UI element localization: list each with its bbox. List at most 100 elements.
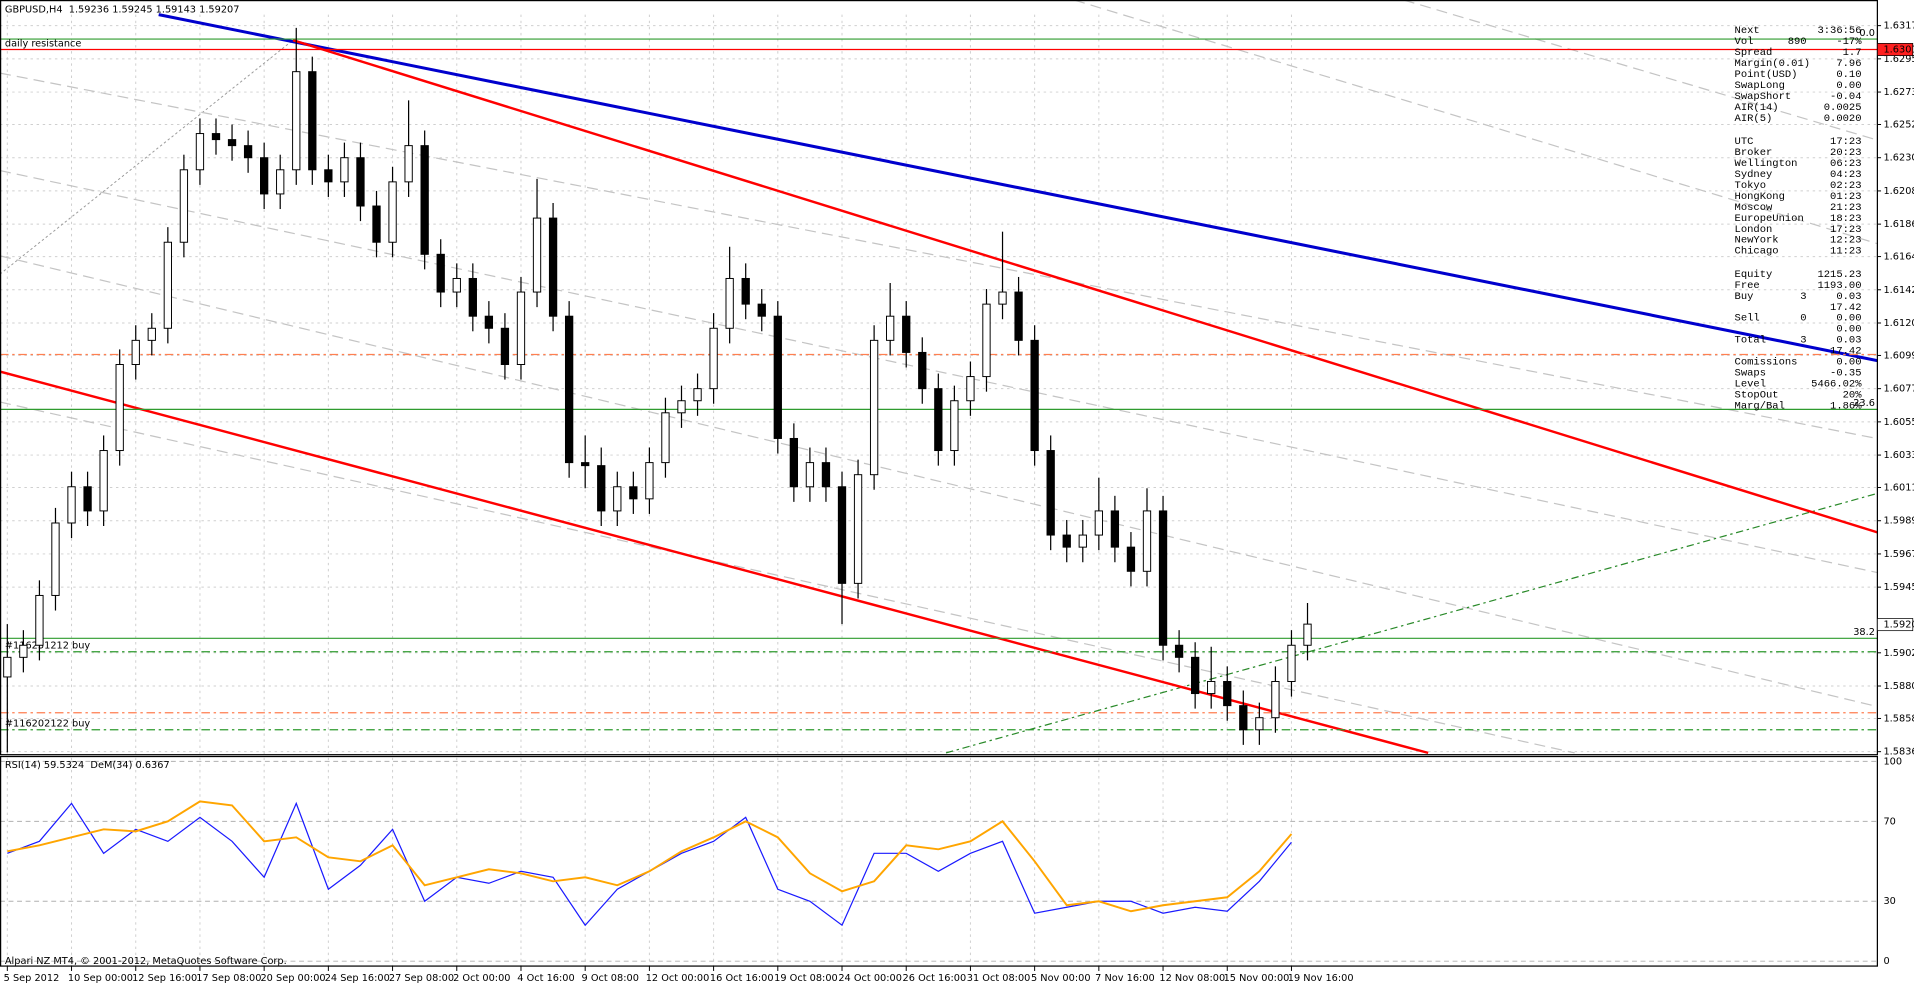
candle-body [99,450,108,512]
candle-body [613,486,622,512]
info-count: 890 [1788,36,1807,48]
info-count: 3 [1800,335,1806,347]
candle-body [1303,623,1312,646]
info-label: NewYork [1735,235,1779,247]
info-label: Comissions [1735,357,1798,369]
candle-body [548,217,558,317]
candle-body [597,465,606,512]
y-tick-label: 1.58800 [1883,681,1914,692]
candle-body [869,339,879,476]
info-value: 0.00 [1836,357,1861,369]
y-tick-label: 1.63175 [1883,21,1914,32]
info-label: Buy [1735,291,1754,303]
info-value: 0.03 [1836,291,1861,303]
price-marker [1877,43,1914,56]
x-tick-label: 7 Nov 16:00 [1095,973,1155,984]
info-value: 1.86% [1830,400,1862,412]
y-tick-label: 1.61860 [1883,219,1914,230]
chart-frame [0,0,1878,756]
candle-body [1207,680,1216,695]
candle-body [1287,644,1296,682]
x-tick-label: 10 Sep 00:00 [68,973,133,984]
candle-body [1142,510,1152,572]
candle-body [67,486,76,524]
info-value: 1193.00 [1817,280,1861,292]
info-value: -17% [1836,36,1862,48]
info-value: 01:23 [1830,191,1861,203]
y-tick-label: 0 [1883,956,1889,967]
info-label: EuropeUnion [1735,213,1804,225]
info-label: Point(USD) [1735,69,1798,81]
candle-body [35,594,44,646]
x-tick-label: 26 Oct 16:00 [903,973,967,984]
info-label: Swaps [1735,368,1766,380]
candle-body [292,71,301,171]
candle-body [564,315,574,464]
x-tick-label: 19 Oct 08:00 [774,973,838,984]
candle-body [934,388,943,452]
candle-body [260,157,269,195]
y-tick-label: 1.59895 [1883,516,1914,527]
info-value: 20% [1843,389,1863,401]
channel-line [0,72,1878,440]
indicator-plot [0,760,1878,962]
candle-body [1174,644,1184,658]
info-count: 3 [1800,291,1806,303]
candle-body [629,486,638,500]
y-tick-label: 1.62735 [1883,87,1914,98]
candle-body [677,400,686,414]
x-tick-label: 2 Oct 00:00 [453,973,510,984]
info-value: 17.42 [1830,302,1861,314]
info-value: 02:23 [1830,180,1861,192]
candle-body [468,277,477,317]
info-label: HongKong [1735,191,1785,203]
candle-body [516,291,526,365]
candle-body [147,327,156,341]
candle-body [950,400,959,452]
candle-body [163,241,172,329]
axes: GBPUSD,H4 1.59236 1.59245 1.59143 1.5920… [4,5,1914,984]
y-tick-label: 1.59455 [1883,582,1914,593]
y-tick-label: 1.60550 [1883,417,1914,428]
candle-body [837,486,847,584]
info-value: 0.0020 [1824,113,1862,125]
y-tick-label: 1.61645 [1883,252,1914,263]
candle-body [1271,680,1280,719]
price-marker-label: 1.63017 [1883,44,1914,55]
info-value: 17.42 [1830,346,1861,358]
info-label: Level [1735,379,1766,391]
info-value: 7.96 [1836,58,1861,70]
info-value: 12:23 [1830,235,1861,247]
candle-body [372,205,381,243]
info-value: 0.10 [1836,69,1861,81]
info-value: 04:23 [1830,169,1861,181]
channel-line [1403,0,1878,141]
candle-body [1223,680,1232,707]
y-tick-label: 100 [1883,756,1902,767]
x-tick-label: 17 Sep 08:00 [196,973,261,984]
info-value: -0.04 [1830,91,1861,103]
x-tick-label: 27 Sep 08:00 [389,973,454,984]
info-label: Margin(0.01) [1735,58,1810,70]
candle-body [308,71,317,171]
price-marker-label: 1.59207 [1883,620,1914,631]
y-tick-label: 1.60115 [1883,483,1914,494]
candle-body [1078,534,1087,548]
candle-body [1062,534,1071,548]
info-value: 3:36:56 [1817,25,1861,37]
candle-body [1239,705,1248,731]
level-label: 23.6 [1853,398,1875,409]
info-label: Spread [1735,47,1773,59]
x-tick-label: 12 Nov 08:00 [1159,973,1225,984]
info-panel: Next 3:36:56 Vol 890 -17% Spread 1.7 Margin(0.0… [1735,25,1863,412]
info-value: 0.00 [1836,80,1861,92]
candle-body [500,327,510,365]
candle-body [356,157,365,207]
candle-body [998,291,1007,305]
indicator-frame [0,755,1878,967]
x-tick-label: 5 Sep 2012 [4,973,60,984]
candle-body [918,351,927,390]
candle-body [243,145,253,159]
